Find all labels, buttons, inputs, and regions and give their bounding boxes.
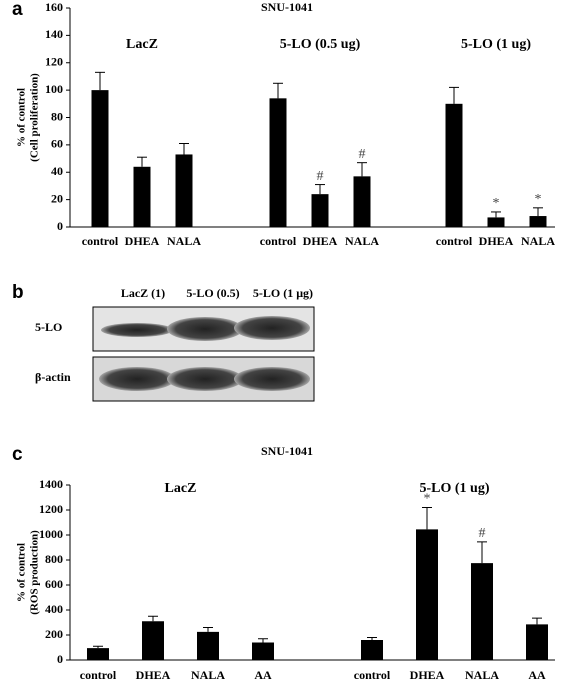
- panel-label: b: [12, 282, 24, 303]
- x-tick-label: AA: [254, 668, 272, 682]
- x-tick-label: DHEA: [136, 668, 171, 682]
- group-label: LacZ: [165, 481, 197, 496]
- bar: [87, 648, 109, 660]
- bar: [487, 217, 505, 227]
- lane-label: 5-LO (1 μg): [253, 286, 313, 300]
- bar: [175, 154, 193, 227]
- x-tick-label: NALA: [345, 234, 379, 248]
- x-tick-label: AA: [528, 668, 546, 682]
- y-tick-label: 200: [45, 627, 63, 641]
- bar: [361, 640, 383, 660]
- y-tick-label: 120: [45, 55, 63, 69]
- y-tick-label: 60: [51, 137, 63, 151]
- x-tick-label: NALA: [191, 668, 225, 682]
- chart-title: SNU-1041: [261, 444, 313, 458]
- y-tick-label: 80: [51, 109, 63, 123]
- x-tick-label: NALA: [521, 234, 555, 248]
- bar: [252, 642, 274, 660]
- y-axis-label: (ROS production): [29, 530, 41, 615]
- y-axis-label: % of control: [16, 543, 28, 602]
- x-tick-label: NALA: [167, 234, 201, 248]
- bar: [142, 621, 164, 660]
- x-tick-label: DHEA: [410, 668, 445, 682]
- y-tick-label: 0: [57, 219, 63, 233]
- x-tick-label: DHEA: [479, 234, 514, 248]
- y-tick-label: 140: [45, 27, 63, 41]
- bar: [353, 176, 371, 227]
- bar: [529, 216, 547, 227]
- group-label: 5-LO (0.5 ug): [280, 37, 361, 52]
- lane-label: LacZ (1): [121, 286, 165, 300]
- x-tick-label: DHEA: [125, 234, 160, 248]
- y-tick-label: 160: [45, 0, 63, 14]
- chart-title: SNU-1041: [261, 0, 313, 14]
- blot-image: [92, 306, 315, 402]
- y-tick-label: 1000: [39, 527, 63, 541]
- significance-marker: #: [317, 169, 324, 184]
- y-tick-label: 20: [51, 191, 63, 205]
- y-tick-label: 40: [51, 164, 63, 178]
- significance-marker: #: [479, 526, 486, 541]
- panel-label: a: [12, 0, 23, 20]
- group-label: LacZ: [126, 37, 158, 52]
- y-axis-label: % of control: [16, 88, 28, 147]
- y-tick-label: 1200: [39, 502, 63, 516]
- bar: [311, 194, 329, 227]
- x-tick-label: control: [80, 668, 117, 682]
- significance-marker: *: [493, 196, 500, 211]
- significance-marker: *: [424, 492, 431, 507]
- y-tick-label: 800: [45, 552, 63, 566]
- x-tick-label: NALA: [465, 668, 499, 682]
- bar: [269, 98, 287, 228]
- x-tick-label: control: [260, 234, 297, 248]
- y-tick-label: 100: [45, 82, 63, 96]
- lane-label: 5-LO (0.5): [186, 286, 239, 300]
- significance-marker: *: [535, 192, 542, 207]
- panel-label: c: [12, 444, 23, 465]
- x-tick-label: control: [82, 234, 119, 248]
- row-label: 5-LO: [35, 320, 62, 334]
- y-tick-label: 1400: [39, 477, 63, 491]
- group-label: 5-LO (1 ug): [420, 481, 490, 496]
- y-tick-label: 400: [45, 602, 63, 616]
- bar: [526, 624, 548, 660]
- bar: [416, 529, 438, 660]
- group-label: 5-LO (1 ug): [461, 37, 531, 52]
- y-tick-label: 0: [57, 652, 63, 666]
- y-tick-label: 600: [45, 577, 63, 591]
- significance-marker: #: [359, 147, 366, 162]
- bar: [91, 90, 109, 227]
- bar: [133, 166, 151, 227]
- bar: [197, 631, 219, 660]
- x-tick-label: control: [436, 234, 473, 248]
- bar: [445, 103, 463, 227]
- y-axis-label: (Cell proliferation): [29, 73, 41, 162]
- x-tick-label: DHEA: [303, 234, 338, 248]
- x-tick-label: control: [354, 668, 391, 682]
- row-label: β-actin: [35, 370, 71, 384]
- bar: [471, 563, 493, 660]
